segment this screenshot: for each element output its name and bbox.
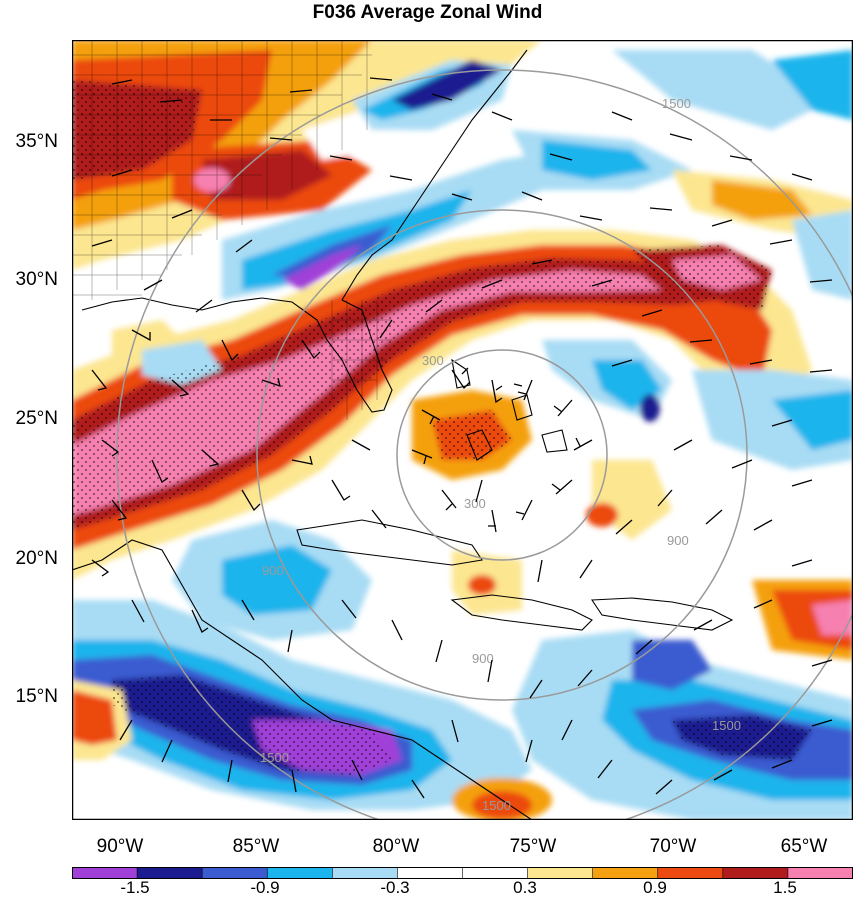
county-grid [72,40,392,420]
lon-label-80w: 80°W [372,836,420,857]
ring-label-300-north: 300 [422,353,444,368]
ring-label-1500-southwest: 1500 [260,750,289,765]
range-rings [116,69,853,820]
range-ring-labels: 300 300 900 900 900 1500 1500 1500 1500 [260,96,741,813]
ring-label-900-south: 900 [472,651,494,666]
zonal-wind-map: 300 300 900 900 900 1500 1500 1500 1500 [72,40,853,820]
colorbar [72,867,853,879]
colorbar-cell [787,867,853,879]
lon-label-85w: 85°W [232,836,280,857]
ring-label-900-west: 900 [262,563,284,578]
stipple-overlay [72,80,812,775]
colorbar-label-neg0.9: -0.9 [250,878,280,897]
ring-label-1500-south: 1500 [482,798,511,813]
map-frame [72,40,853,820]
lon-label-70w: 70°W [649,836,697,857]
colorbar-label-0.9: 0.9 [643,878,667,897]
colorbar-label-0.3: 0.3 [513,878,537,897]
map-title: F036 Average Zonal Wind [312,2,543,23]
colorbar-label-1.5: 1.5 [773,878,797,897]
colorbar-label-neg1.5: -1.5 [120,878,150,897]
ring-label-900-east: 900 [667,533,689,548]
ring-label-1500-southeast: 1500 [712,718,741,733]
map-panel: 300 300 900 900 900 1500 1500 1500 1500 [72,40,853,820]
lon-label-90w: 90°W [96,836,144,857]
lon-label-65w: 65°W [780,836,828,857]
ring-label-300-south: 300 [464,496,486,511]
lat-label-15: 15°N [15,686,58,707]
coastlines [72,49,734,820]
lat-label-30: 30°N [15,269,58,290]
lat-label-25: 25°N [15,408,58,429]
wind-barbs [91,77,833,799]
colorbar-label-neg0.3: -0.3 [380,878,410,897]
lat-label-20: 20°N [15,548,58,569]
lat-label-35: 35°N [15,131,58,152]
ring-label-1500-north: 1500 [662,96,691,111]
lon-label-75w: 75°W [509,836,557,857]
